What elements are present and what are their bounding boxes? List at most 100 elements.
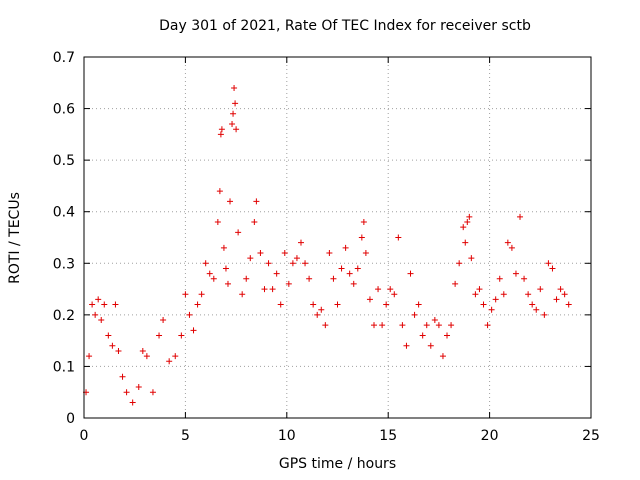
data-point [289, 260, 296, 267]
data-point [186, 311, 193, 318]
data-point [123, 389, 130, 396]
data-point [565, 301, 572, 308]
data-point [466, 213, 473, 220]
data-point [541, 311, 548, 318]
data-point [549, 265, 556, 272]
y-tick-label: 0.2 [53, 308, 75, 324]
data-point [460, 224, 467, 231]
data-point [273, 270, 280, 277]
data-point [143, 353, 150, 360]
data-point [488, 306, 495, 313]
data-point [302, 260, 309, 267]
data-point [293, 255, 300, 262]
data-point [227, 198, 234, 205]
data-point [508, 244, 515, 251]
data-point [115, 347, 122, 354]
data-point [98, 317, 105, 324]
data-point [500, 291, 507, 298]
x-axis-label: GPS time / hours [278, 456, 397, 472]
data-point [439, 353, 446, 360]
plot-frame [83, 56, 592, 419]
data-point [338, 265, 345, 272]
data-point [160, 317, 167, 324]
data-point [504, 239, 511, 246]
data-point [217, 131, 224, 138]
data-point [277, 301, 284, 308]
data-point [492, 296, 499, 303]
data-point [86, 353, 93, 360]
y-tick-label: 0.4 [53, 205, 75, 221]
data-point [216, 188, 223, 195]
data-point [553, 296, 560, 303]
data-point [383, 301, 390, 308]
data-point [462, 239, 469, 246]
data-point [391, 291, 398, 298]
data-point [517, 213, 524, 220]
data-point [229, 121, 236, 128]
data-point [306, 275, 313, 282]
data-point [358, 234, 365, 241]
data-point [261, 286, 268, 293]
data-point [231, 84, 238, 91]
data-point [411, 311, 418, 318]
data-point [533, 306, 540, 313]
y-axis-label: ROTI / TECUs [7, 192, 23, 284]
y-tick-label: 0.1 [53, 359, 75, 375]
data-point [139, 347, 146, 354]
data-point [468, 255, 475, 262]
data-point [230, 110, 237, 117]
data-point [251, 219, 258, 226]
data-point [512, 270, 519, 277]
data-point [452, 280, 459, 287]
y-tick-label: 0.3 [53, 256, 75, 272]
data-point [330, 275, 337, 282]
data-point [362, 249, 369, 256]
data-point [387, 286, 394, 293]
data-point [105, 332, 112, 339]
data-point [557, 286, 564, 293]
data-point [166, 358, 173, 365]
data-point [476, 286, 483, 293]
data-point [206, 270, 213, 277]
data-point [235, 229, 242, 236]
data-point [456, 260, 463, 267]
data-point [156, 332, 163, 339]
data-point [464, 219, 471, 226]
data-point [194, 301, 201, 308]
data-point [285, 280, 292, 287]
data-point [233, 126, 240, 133]
data-point [399, 322, 406, 329]
data-point [472, 291, 479, 298]
data-point [521, 275, 528, 282]
data-point [366, 296, 373, 303]
x-tick-label: 25 [582, 428, 600, 444]
y-tick-label: 0.5 [53, 153, 75, 169]
data-point [407, 270, 414, 277]
data-point [101, 301, 108, 308]
data-point [360, 219, 367, 226]
data-point [403, 342, 410, 349]
data-point [484, 322, 491, 329]
data-point [89, 301, 96, 308]
data-point [395, 234, 402, 241]
data-point [281, 249, 288, 256]
data-point [269, 286, 276, 293]
data-point [135, 384, 142, 391]
data-point [198, 291, 205, 298]
x-tick-label: 15 [379, 428, 397, 444]
data-point [431, 317, 438, 324]
data-point [243, 275, 250, 282]
data-point [342, 244, 349, 251]
data-point [423, 322, 430, 329]
data-point [247, 255, 254, 262]
data-point [314, 311, 321, 318]
data-point [310, 301, 317, 308]
data-point [537, 286, 544, 293]
data-point [224, 280, 231, 287]
data-point [220, 244, 227, 251]
data-point [218, 126, 225, 133]
data-point [149, 389, 156, 396]
x-tick-label: 5 [181, 428, 190, 444]
data-point [480, 301, 487, 308]
